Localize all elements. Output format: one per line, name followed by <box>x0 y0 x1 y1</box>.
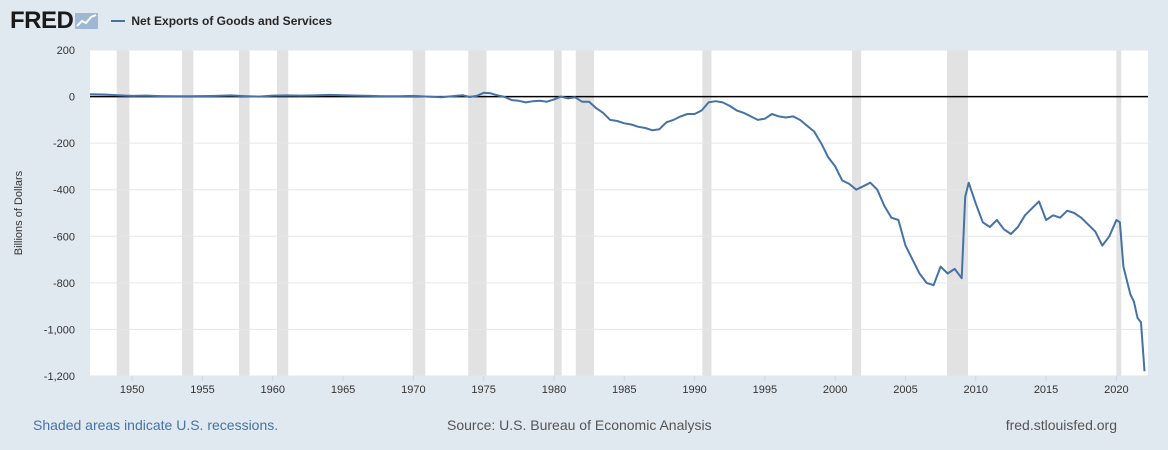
y-tick-label: 0 <box>69 92 75 104</box>
chart-legend: Net Exports of Goods and Services <box>111 14 332 28</box>
recession-band <box>239 50 250 376</box>
y-tick-label: -800 <box>53 278 75 290</box>
plot-area <box>90 50 1148 376</box>
recession-band <box>182 50 194 376</box>
x-tick-label: 1955 <box>190 384 214 396</box>
y-tick-label: -400 <box>53 185 75 197</box>
recession-band <box>116 50 130 376</box>
recession-band <box>276 50 289 376</box>
y-tick-label: -1,200 <box>44 371 75 383</box>
x-tick-label: 1985 <box>612 384 636 396</box>
recession-band <box>468 50 487 376</box>
series-line <box>89 91 1146 372</box>
y-tick-label: -1,000 <box>44 324 75 336</box>
x-tick-label: 1975 <box>471 384 495 396</box>
legend-label: Net Exports of Goods and Services <box>131 14 333 28</box>
y-tick-label: -600 <box>53 231 75 243</box>
recession-band <box>1116 50 1122 376</box>
x-tick-label: 2010 <box>964 384 988 396</box>
x-tick-label: 2020 <box>1104 384 1128 396</box>
x-tick-label: 1990 <box>682 384 706 396</box>
x-tick-label: 1965 <box>331 384 355 396</box>
x-tick-label: 1995 <box>753 384 777 396</box>
x-tick-label: 2005 <box>893 384 917 396</box>
recession-band <box>412 50 426 376</box>
y-tick-label: -200 <box>53 138 75 150</box>
recession-band <box>852 50 862 376</box>
recession-note[interactable]: Shaded areas indicate U.S. recessions. <box>33 417 279 433</box>
recession-band <box>702 50 712 376</box>
recession-band <box>575 50 595 376</box>
y-tick-label: 200 <box>57 45 75 57</box>
x-tick-label: 1950 <box>120 384 144 396</box>
chart-header: FRED Net Exports of Goods and Services <box>10 6 332 36</box>
fred-chart-icon <box>75 13 99 29</box>
y-axis-label: Billions of Dollars <box>13 170 25 255</box>
x-tick-label: 1970 <box>401 384 425 396</box>
site-link[interactable]: fred.stlouisfed.org <box>1005 417 1117 433</box>
recession-band <box>553 50 562 376</box>
x-tick-label: 1980 <box>542 384 566 396</box>
x-tick-label: 2015 <box>1034 384 1058 396</box>
source-note: Source: U.S. Bureau of Economic Analysis <box>447 417 712 433</box>
x-tick-label: 2000 <box>823 384 847 396</box>
x-tick-label: 1960 <box>261 384 285 396</box>
legend-swatch <box>111 20 126 22</box>
fred-logo[interactable]: FRED <box>10 7 74 34</box>
recession-band <box>946 50 969 376</box>
